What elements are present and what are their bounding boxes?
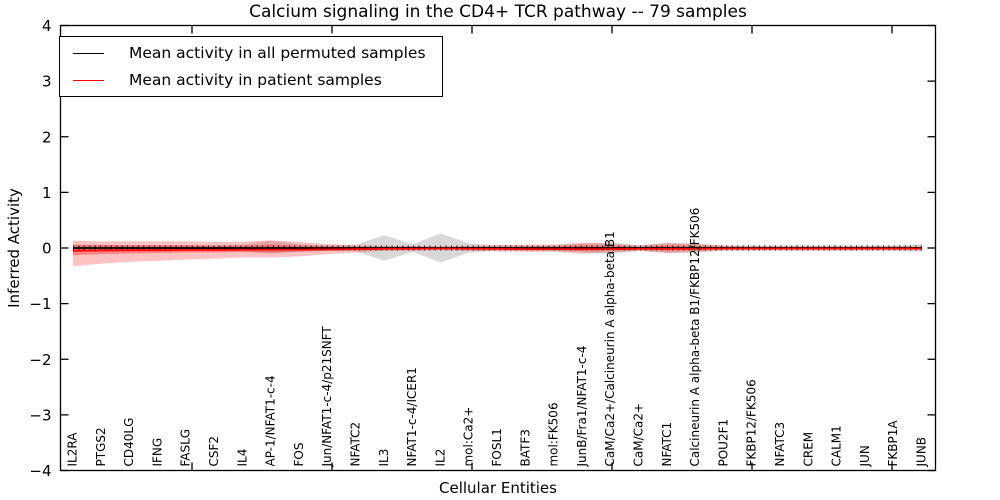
x-category-label: POU2F1	[716, 419, 730, 467]
axis-frame	[59, 24, 937, 472]
x-category-label: CSF2	[207, 436, 221, 467]
legend-entry-permuted: Mean activity in all permuted samples	[73, 44, 426, 62]
x-category-label: NFAT1-c-4/ICER1	[405, 367, 419, 466]
x-category-label: PTGS2	[94, 427, 108, 466]
chart-title: Calcium signaling in the CD4+ TCR pathwa…	[249, 2, 747, 22]
y-tick-label: 3	[42, 73, 52, 91]
x-category-label: IFNG	[150, 438, 164, 467]
x-category-label: mol:Ca2+	[462, 407, 476, 467]
x-category-label: FKBP1A	[886, 420, 900, 467]
legend-entry-patient: Mean activity in patient samples	[73, 71, 426, 89]
x-category-label: FOS	[292, 443, 306, 467]
x-category-label: JunB/Fra1/NFAT1-c-4	[575, 346, 589, 468]
x-category-label: BATF3	[518, 429, 532, 466]
x-category-label: CaM/Ca2+/Calcineurin A alpha-beta B1	[603, 231, 617, 466]
y-tick-label: 1	[42, 184, 52, 202]
x-category-label: CD40LG	[122, 418, 136, 467]
legend-label: Mean activity in patient samples	[129, 71, 382, 89]
patient-mean-line	[72, 247, 922, 252]
y-tick-label: −3	[29, 406, 51, 424]
x-category-label: IL3	[377, 449, 391, 467]
y-tick-label: −1	[29, 295, 51, 313]
y-tick-label: 2	[42, 128, 52, 146]
y-tick-label: −2	[29, 351, 51, 369]
x-category-label: AP-1/NFAT1-c-4	[264, 375, 278, 466]
x-category-label: IL2RA	[66, 432, 80, 467]
x-category-label: FOSL1	[490, 428, 504, 466]
x-category-label: NFATC1	[660, 422, 674, 467]
x-category-label: NFATC3	[773, 422, 787, 467]
x-category-label: mol:FK506	[547, 402, 561, 466]
x-category-label: JUNB	[915, 437, 929, 468]
x-category-label: Jun/NFAT1-c-4/p21SNFT	[320, 326, 334, 468]
legend-line-sample-black	[73, 52, 104, 54]
x-category-label: JUN	[858, 445, 872, 467]
legend-label: Mean activity in all permuted samples	[129, 44, 426, 62]
x-category-label: CALM1	[830, 425, 844, 466]
y-tick-label: 0	[42, 240, 52, 258]
y-tick-label: 4	[42, 17, 52, 35]
y-axis-label: Inferred Activity	[5, 188, 23, 308]
x-category-label: Calcineurin A alpha-beta B1/FKBP12/FK506	[688, 208, 702, 467]
x-category-label: NFATC2	[349, 422, 363, 467]
x-category-label: FASLG	[179, 429, 193, 467]
x-category-label: FKBP12/FK506	[745, 379, 759, 466]
x-axis-label: Cellular Entities	[439, 479, 557, 497]
x-category-label: CREM	[801, 432, 815, 467]
y-tick-label: −4	[29, 462, 51, 480]
x-category-label: IL2	[433, 449, 447, 467]
legend-line-sample-red	[73, 79, 104, 81]
x-category-label: IL4	[235, 449, 249, 467]
legend: Mean activity in all permuted samples Me…	[59, 36, 443, 97]
patient-samples-range-outer-band	[73, 240, 922, 267]
x-category-label: CaM/Ca2+	[632, 403, 646, 467]
